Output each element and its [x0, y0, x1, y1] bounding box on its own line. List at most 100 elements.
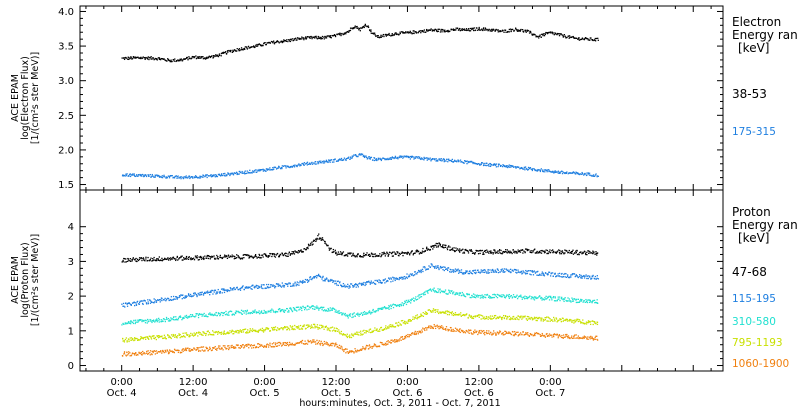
- data-point: [155, 338, 157, 341]
- data-point: [190, 348, 193, 351]
- data-point: [437, 291, 439, 294]
- data-point: [321, 237, 324, 239]
- data-point: [437, 245, 439, 247]
- data-point: [326, 35, 328, 37]
- data-point: [125, 258, 127, 260]
- data-point: [468, 314, 471, 316]
- data-point: [217, 55, 220, 58]
- data-point: [179, 333, 181, 336]
- data-point: [376, 279, 378, 282]
- data-point: [360, 153, 362, 155]
- data-point: [391, 156, 394, 158]
- data-point: [403, 275, 406, 278]
- data-point: [566, 36, 568, 38]
- electron-ylabel-line3: [1/(cm²s ster MeV)]: [30, 52, 41, 144]
- data-point: [430, 311, 432, 313]
- data-point: [360, 27, 362, 29]
- data-point: [207, 56, 210, 58]
- data-point: [520, 28, 522, 31]
- data-point: [543, 319, 545, 321]
- data-point: [320, 37, 323, 39]
- data-point: [217, 313, 220, 315]
- data-point: [434, 291, 436, 293]
- data-point: [246, 332, 248, 334]
- data-point: [292, 164, 295, 167]
- data-point: [236, 173, 238, 176]
- data-point: [512, 316, 514, 318]
- data-point: [461, 294, 463, 297]
- series-175-315: [121, 153, 600, 180]
- data-point: [166, 60, 168, 62]
- data-point: [148, 57, 150, 59]
- data-point: [536, 317, 539, 320]
- data-point: [209, 291, 211, 294]
- data-point: [390, 281, 392, 283]
- data-point: [246, 331, 248, 333]
- data-point: [399, 253, 401, 255]
- data-point: [219, 314, 221, 317]
- data-point: [158, 335, 160, 337]
- data-point: [581, 173, 584, 175]
- data-point: [304, 281, 306, 283]
- data-point: [272, 169, 274, 171]
- data-point: [139, 352, 142, 355]
- data-point: [400, 324, 402, 326]
- data-point: [452, 293, 454, 295]
- data-point: [544, 297, 546, 299]
- electron-ylabel-line1: ACE EPAM: [10, 74, 21, 122]
- data-point: [172, 334, 175, 337]
- data-point: [166, 318, 168, 320]
- data-point: [306, 247, 308, 249]
- data-point: [290, 39, 293, 41]
- data-point: [226, 174, 228, 176]
- data-point: [370, 282, 372, 284]
- data-point: [317, 273, 320, 276]
- data-point: [329, 161, 331, 163]
- data-point: [497, 164, 500, 166]
- data-point: [292, 252, 295, 254]
- data-point: [323, 309, 326, 311]
- data-point: [548, 317, 550, 319]
- data-point: [559, 172, 561, 174]
- data-point: [556, 321, 558, 323]
- data-point: [579, 275, 581, 278]
- data-point: [398, 276, 401, 279]
- data-point: [482, 295, 485, 297]
- data-point: [250, 287, 252, 290]
- data-point: [466, 29, 468, 32]
- data-point: [413, 32, 415, 35]
- data-point: [127, 56, 129, 58]
- data-point: [353, 285, 355, 288]
- data-point: [222, 52, 225, 54]
- data-point: [320, 160, 322, 162]
- data-point: [237, 254, 239, 257]
- data-point: [526, 30, 529, 32]
- data-point: [266, 312, 268, 314]
- data-point: [554, 32, 556, 34]
- data-point: [530, 251, 532, 254]
- data-point: [405, 156, 408, 158]
- data-point: [135, 303, 137, 305]
- data-point: [225, 313, 228, 315]
- data-point: [455, 270, 458, 272]
- data-point: [320, 237, 322, 239]
- data-point: [339, 332, 341, 334]
- data-point: [147, 353, 149, 355]
- data-point: [351, 333, 353, 335]
- data-point: [356, 254, 359, 256]
- data-point: [406, 301, 409, 303]
- data-point: [572, 253, 575, 255]
- data-point: [160, 350, 162, 353]
- data-point: [211, 174, 213, 177]
- data-point: [196, 257, 198, 259]
- data-point: [237, 288, 240, 291]
- electron-legend-title-2: Energy ran: [732, 28, 798, 42]
- data-point: [439, 292, 441, 294]
- data-point: [496, 268, 499, 270]
- data-point: [425, 247, 428, 250]
- data-point: [562, 36, 564, 38]
- data-point: [164, 350, 167, 352]
- data-point: [198, 349, 200, 352]
- data-point: [265, 327, 267, 329]
- data-point: [533, 33, 535, 35]
